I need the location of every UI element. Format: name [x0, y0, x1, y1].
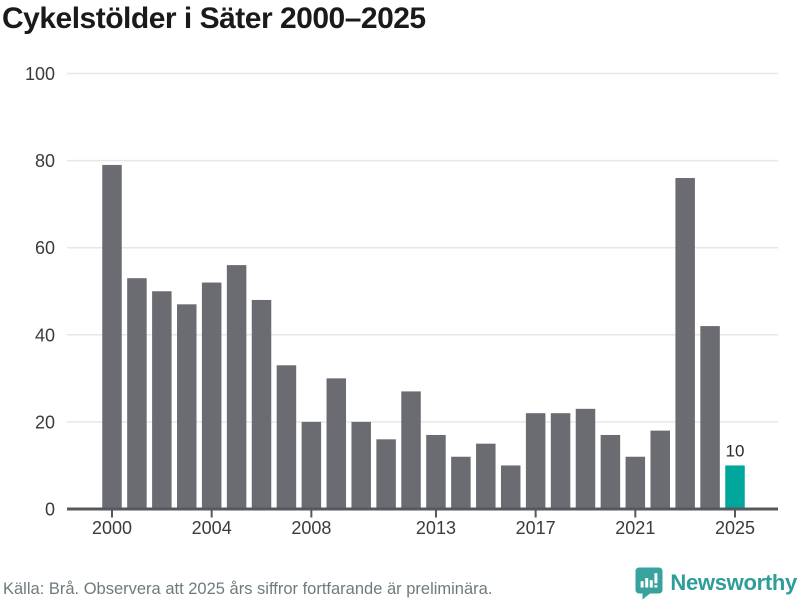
bar-2025 — [725, 465, 745, 509]
brand-name: Newsworthy — [670, 570, 797, 595]
bar-2023 — [675, 178, 695, 509]
bar-2020 — [600, 434, 621, 509]
x-tick-label-2017: 2017 — [516, 518, 556, 538]
bar-value-label-2025: 10 — [726, 441, 745, 460]
x-tick-label-2008: 2008 — [291, 518, 331, 538]
bar-2024 — [700, 326, 720, 509]
x-axis-line — [67, 507, 778, 511]
bar-2017 — [525, 413, 546, 509]
bar-2006 — [251, 299, 272, 509]
newsworthy-logo-icon — [635, 567, 663, 599]
y-tick-label-40: 40 — [35, 325, 55, 345]
y-tick-label-20: 20 — [35, 412, 55, 432]
bar-2018 — [550, 413, 571, 509]
y-tick-label-0: 0 — [45, 500, 55, 520]
chart-title: Cykelstölder i Säter 2000–2025 — [2, 2, 426, 35]
footer: Källa: Brå. Observera att 2025 års siffr… — [0, 566, 800, 600]
bar-2000 — [102, 164, 122, 509]
bar-2009 — [326, 378, 347, 509]
x-tick-label-2000: 2000 — [92, 518, 132, 538]
bar-2012 — [401, 391, 421, 509]
x-tick-label-2021: 2021 — [615, 518, 655, 538]
y-tick-label-100: 100 — [25, 64, 55, 84]
bar-2016 — [500, 465, 521, 509]
y-tick-label-80: 80 — [35, 151, 55, 171]
bar-2014 — [451, 456, 471, 509]
bar-2021 — [625, 456, 646, 509]
bar-2002 — [152, 291, 172, 509]
bar-2003 — [177, 304, 197, 509]
newsworthy-brand: Newsworthy — [635, 566, 797, 600]
bar-2008 — [301, 421, 322, 509]
x-tick-label-2004: 2004 — [192, 518, 232, 538]
bar-2011 — [376, 439, 396, 509]
bar-2001 — [127, 278, 147, 509]
bar-2005 — [226, 265, 247, 509]
x-tick-label-2025: 2025 — [715, 518, 755, 538]
bar-2004 — [201, 282, 222, 509]
bar-2019 — [575, 408, 596, 509]
bar-2022 — [650, 430, 670, 509]
bar-2013 — [426, 434, 446, 509]
y-tick-label-60: 60 — [35, 238, 55, 258]
bar-2015 — [476, 443, 496, 509]
x-tick-label-2013: 2013 — [416, 518, 456, 538]
bar-2010 — [351, 421, 371, 509]
bar-2007 — [276, 365, 297, 509]
source-note: Källa: Brå. Observera att 2025 års siffr… — [3, 580, 493, 598]
